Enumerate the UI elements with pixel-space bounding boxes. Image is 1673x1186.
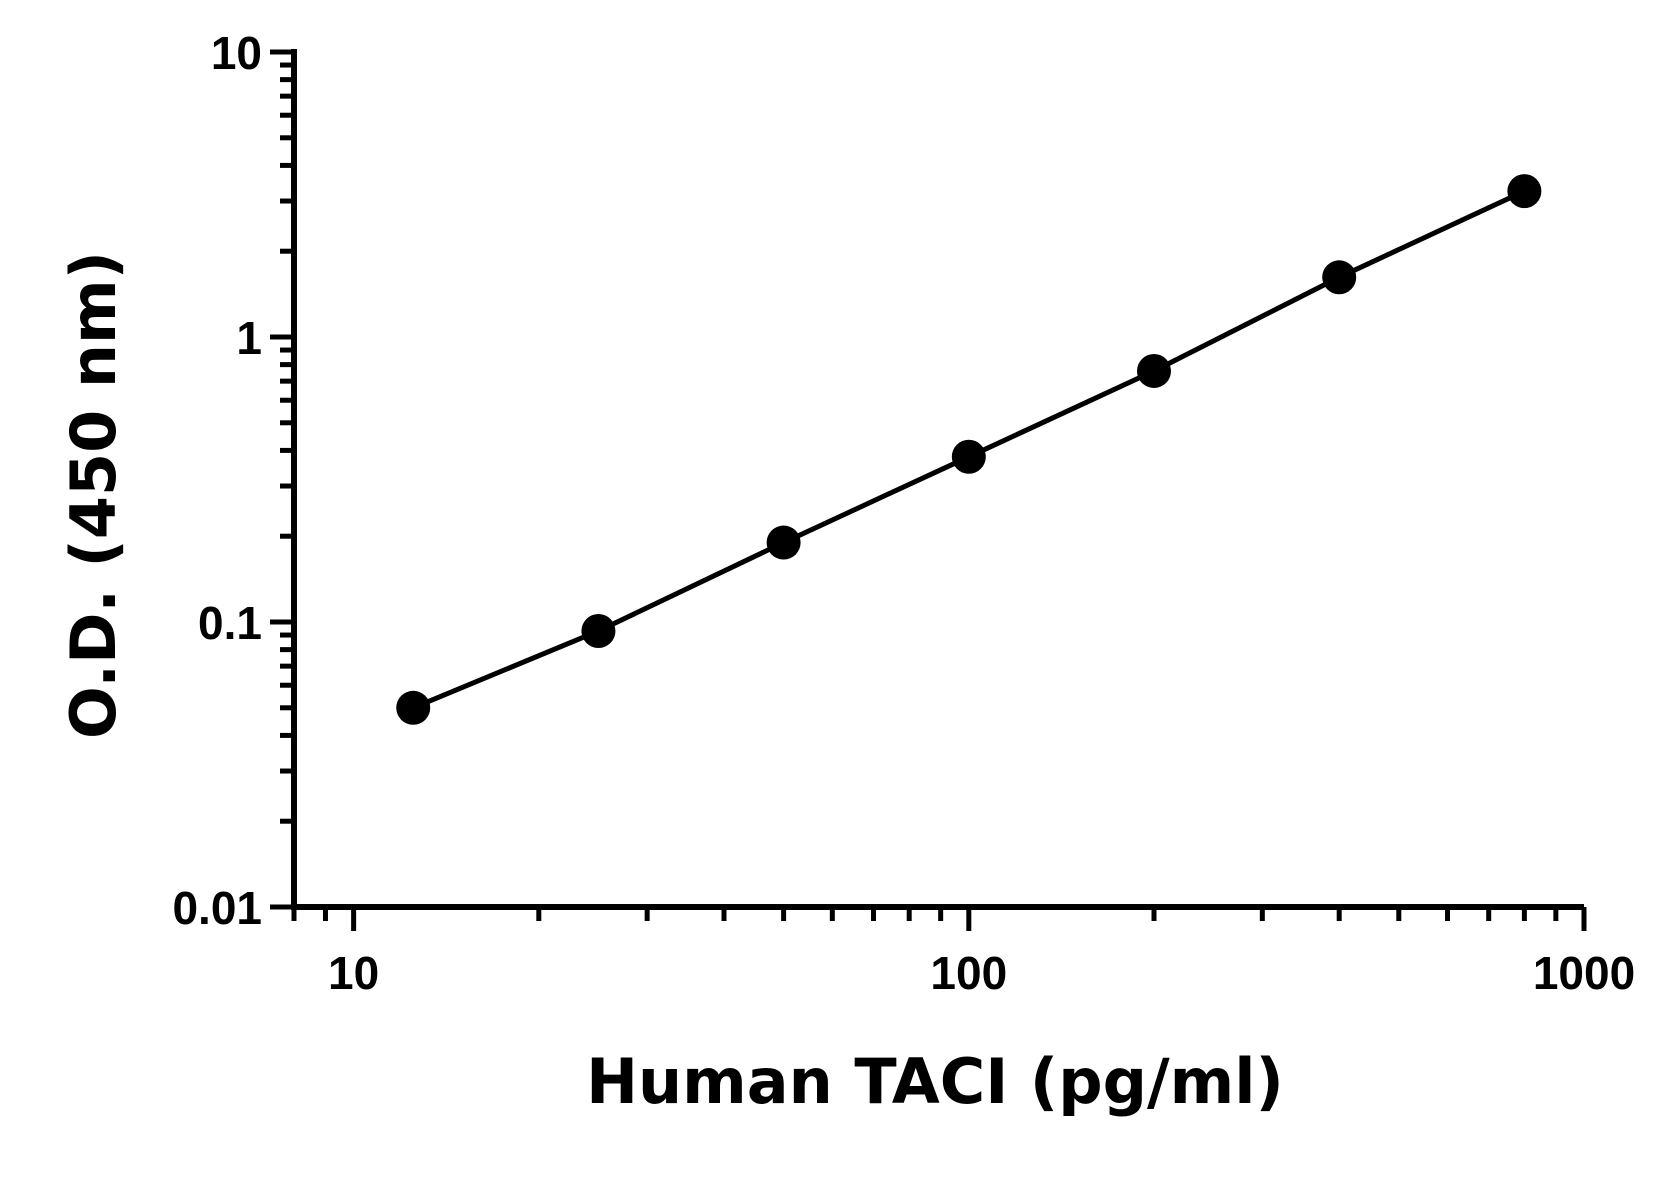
data-point — [396, 690, 431, 725]
y-tick-label: 0.1 — [198, 597, 262, 649]
data-point — [766, 525, 801, 560]
data-series — [396, 174, 1542, 725]
x-tick-label: 1000 — [1533, 947, 1635, 999]
x-tick-label: 100 — [930, 947, 1007, 999]
y-axis-ticks — [270, 49, 294, 910]
y-tick-label: 10 — [211, 27, 262, 79]
data-point — [581, 613, 616, 648]
x-axis-ticks — [291, 907, 1587, 931]
x-axis-title: Human TACI (pg/ml) — [586, 1045, 1284, 1118]
data-point — [951, 439, 986, 474]
y-axis-tick-labels: 0.01 0.1 1 10 — [172, 27, 262, 934]
y-axis-title: O.D. (450 nm) — [57, 251, 130, 739]
data-point — [1322, 260, 1357, 295]
y-tick-label: 1 — [236, 312, 262, 364]
y-tick-label: 0.01 — [172, 882, 262, 934]
x-axis-tick-labels: 10 100 1000 — [328, 947, 1635, 999]
x-tick-label: 10 — [328, 947, 379, 999]
data-point — [1507, 174, 1542, 209]
axes-group — [291, 49, 1584, 910]
data-point — [1137, 353, 1171, 388]
